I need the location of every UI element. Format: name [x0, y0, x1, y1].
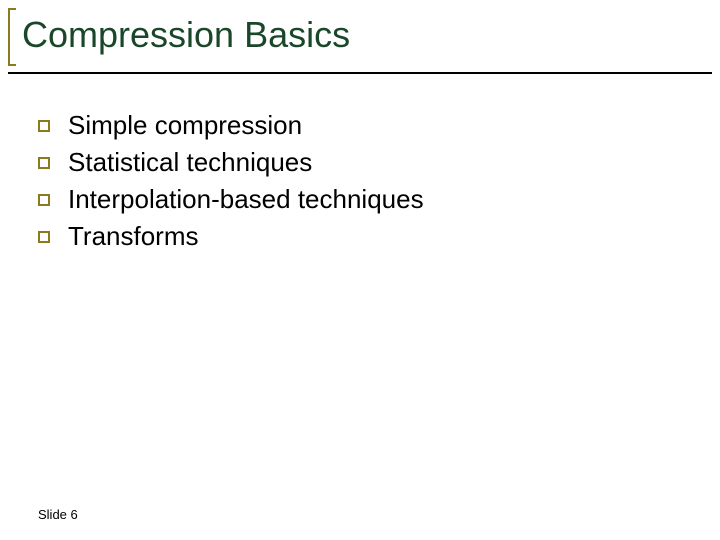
list-item: Transforms	[38, 221, 424, 252]
slide-footer: Slide 6	[38, 507, 78, 522]
bullet-text: Interpolation-based techniques	[68, 184, 424, 215]
bullet-icon	[38, 157, 50, 169]
bullet-text: Transforms	[68, 221, 199, 252]
slide-title: Compression Basics	[8, 8, 712, 56]
bullet-list: Simple compression Statistical technique…	[38, 110, 424, 258]
title-container: Compression Basics	[8, 8, 712, 56]
bullet-icon	[38, 194, 50, 206]
list-item: Simple compression	[38, 110, 424, 141]
list-item: Interpolation-based techniques	[38, 184, 424, 215]
title-underline	[8, 72, 712, 74]
bullet-text: Statistical techniques	[68, 147, 312, 178]
title-accent-bar	[8, 8, 16, 66]
bullet-icon	[38, 231, 50, 243]
list-item: Statistical techniques	[38, 147, 424, 178]
bullet-icon	[38, 120, 50, 132]
bullet-text: Simple compression	[68, 110, 302, 141]
